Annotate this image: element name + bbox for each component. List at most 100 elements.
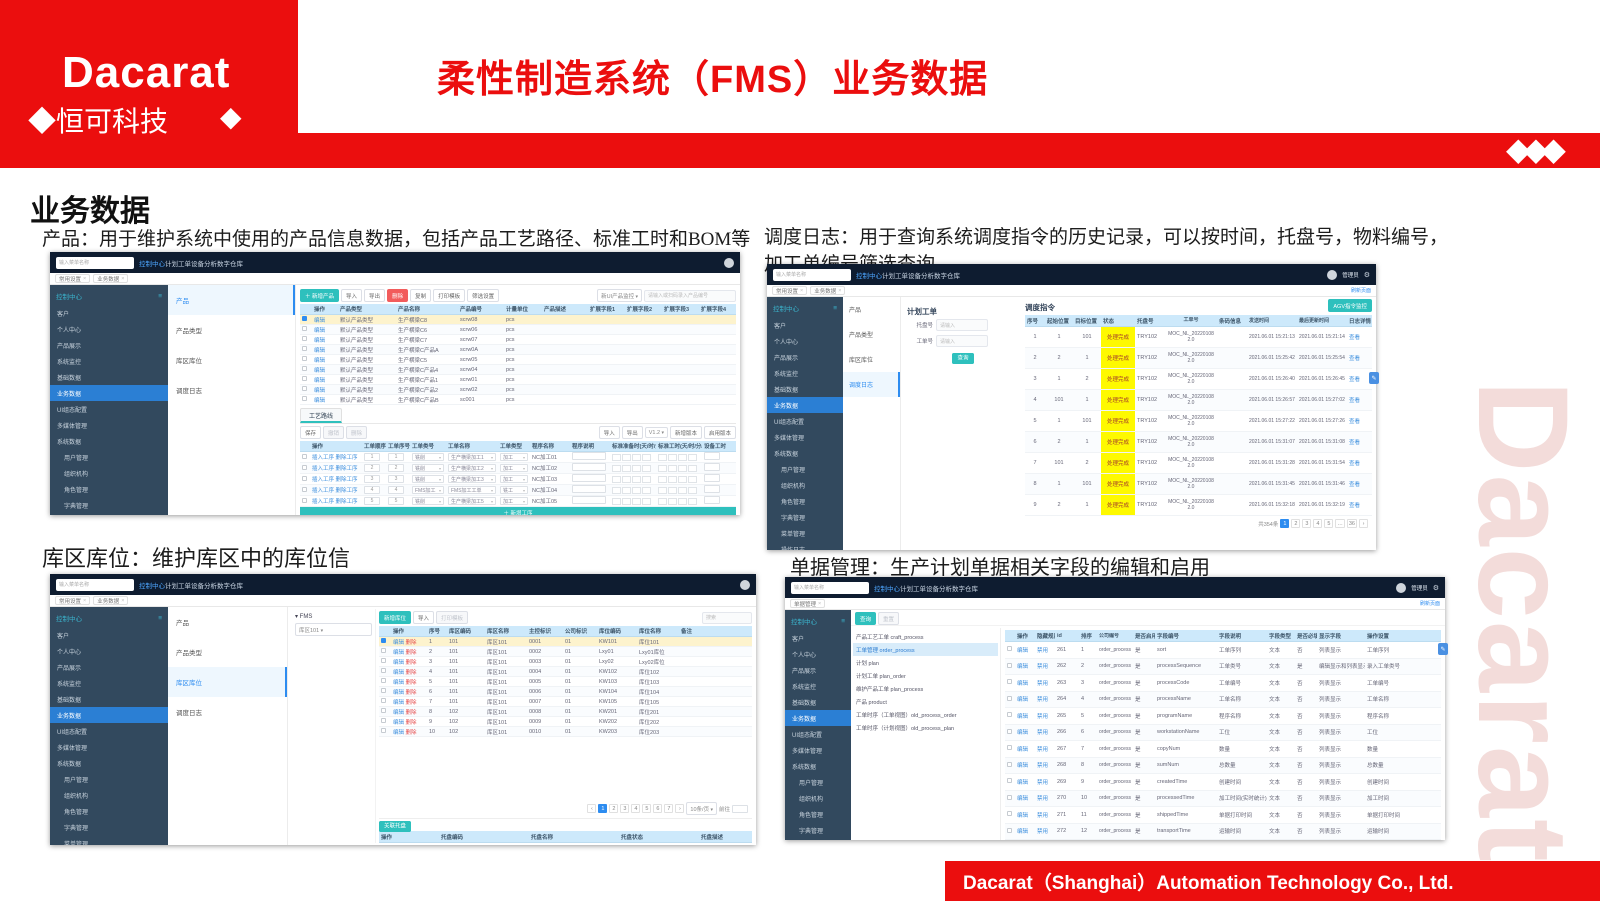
no-input[interactable]: 1 xyxy=(388,453,404,461)
sidebar-item[interactable]: 产品展示 xyxy=(57,665,82,672)
edit-link[interactable]: 编辑 xyxy=(393,709,405,716)
table-row[interactable]: 编辑 禁用 265 5 order_process 是 programName … xyxy=(1005,708,1441,725)
name-select[interactable]: 生产横梁加工5 xyxy=(448,497,496,505)
sidebar-subitem[interactable]: 角色管理 xyxy=(64,809,89,816)
row-checkbox[interactable] xyxy=(302,453,307,459)
sidebar-subitem[interactable]: 角色管理 xyxy=(799,812,824,819)
row-checkbox[interactable] xyxy=(302,497,307,503)
edit-link[interactable]: 编辑 xyxy=(393,699,405,706)
delete-button[interactable]: 删除 xyxy=(387,289,409,302)
breadcrumb-tab[interactable]: 常用设置 xyxy=(55,274,91,283)
delete-link[interactable]: 删除 xyxy=(405,719,417,726)
sidebar-subitem[interactable]: 用户管理 xyxy=(64,455,89,462)
topnav-item[interactable]: 计划工单 xyxy=(900,585,926,593)
column-header[interactable]: 产品描述 xyxy=(544,307,567,313)
table-row[interactable]: 编辑 删除 7 101 库区101 0007 01 KW105 库位105 xyxy=(379,697,752,707)
table-row[interactable]: 插入工序 删除工序 2 2 铣削 生产横梁加工2 加工 NC加工02 xyxy=(300,463,736,474)
table-row[interactable]: 9 2 1 处理完成 TRY102 MOC_NL_20220108 2.0 20… xyxy=(1025,495,1372,516)
topnav-item[interactable]: 数字仓库 xyxy=(934,272,960,280)
secondary-nav-item[interactable]: 产品类型 xyxy=(849,333,874,339)
column-header[interactable]: 计量单位 xyxy=(506,307,529,313)
sidebar-item[interactable]: 系统监控 xyxy=(57,681,82,688)
column-header[interactable]: 操作 xyxy=(312,444,324,450)
table-row[interactable]: 编辑 默认产品类型 生产横梁C产品B sc001 pcs xyxy=(300,395,736,405)
delete-step-link[interactable]: 删除工序 xyxy=(335,477,358,483)
gear-icon[interactable]: ⚙ xyxy=(1363,271,1370,279)
sidebar-subitem[interactable]: 角色管理 xyxy=(64,487,89,494)
sidebar-item[interactable]: 业务数据 xyxy=(50,385,168,401)
column-header[interactable]: 产品名称 xyxy=(398,307,421,313)
seq-input[interactable]: 3 xyxy=(364,475,380,483)
column-header[interactable]: 工单号 xyxy=(1183,317,1199,324)
disable-link[interactable]: 禁用 xyxy=(1037,713,1049,720)
close-icon[interactable] xyxy=(83,276,86,282)
row-checkbox[interactable] xyxy=(381,648,386,653)
add-step-bar[interactable]: ＋ 新增工序 xyxy=(300,507,736,515)
document-type-item[interactable]: 计划 plan xyxy=(856,660,879,667)
sidebar-item[interactable]: 基础数据 xyxy=(792,700,817,707)
breadcrumb-tab[interactable]: 业务数据 xyxy=(810,286,846,295)
secondary-nav-item[interactable]: 产品类型 xyxy=(176,328,202,335)
column-header[interactable]: 起始位置 xyxy=(1047,318,1070,325)
row-checkbox[interactable] xyxy=(381,728,386,733)
product-monitor-select[interactable]: 新UI产品监控 xyxy=(597,289,642,302)
column-header[interactable]: 字段编号 xyxy=(1157,633,1180,640)
table-row[interactable]: 编辑 删除 10 102 库区101 0010 01 KW203 库位203 xyxy=(379,727,752,737)
row-checkbox[interactable] xyxy=(1007,827,1012,833)
avatar[interactable] xyxy=(740,579,750,590)
page-button[interactable]: › xyxy=(675,804,685,813)
table-row[interactable]: 7 101 2 处理完成 TRY102 MOC_NL_20220108 2.0 … xyxy=(1025,453,1372,474)
table-row[interactable]: 编辑 删除 4 101 库区101 0004 01 KW102 库位102 xyxy=(379,667,752,677)
agv-monitor-button[interactable]: AGV指令监控 xyxy=(1328,299,1372,312)
column-header[interactable]: 最后更新时间 xyxy=(1299,318,1330,324)
column-header[interactable]: 程序名称 xyxy=(532,444,555,450)
column-header[interactable]: 扩展字段1 xyxy=(590,307,616,313)
insert-step-link[interactable]: 插入工序 xyxy=(312,466,335,472)
document-type-item[interactable]: 产品 product xyxy=(856,699,887,706)
sidebar-subitem[interactable]: 操作日志 xyxy=(767,541,843,551)
delete-link[interactable]: 删除 xyxy=(405,699,417,706)
edit-link[interactable]: 编辑 xyxy=(1017,763,1029,770)
menu-icon[interactable] xyxy=(841,618,845,625)
column-header[interactable]: 字段说明 xyxy=(1219,633,1242,640)
column-header[interactable]: 托盘号 xyxy=(1137,318,1154,325)
secondary-nav-item[interactable]: 产品类型 xyxy=(176,650,202,657)
edit-link[interactable]: 编辑 xyxy=(314,397,326,404)
disable-link[interactable]: 禁用 xyxy=(1037,796,1049,803)
row-checkbox[interactable] xyxy=(1007,695,1012,701)
breadcrumb-tab[interactable]: 单据管理 xyxy=(790,599,826,608)
class-select[interactable]: 铣削 xyxy=(412,497,444,505)
sidebar-item[interactable]: 系统数据 xyxy=(792,764,817,771)
device-time-input[interactable] xyxy=(704,452,720,460)
view-log-link[interactable]: 查看 xyxy=(1349,335,1361,341)
sidebar-subitem[interactable]: 字典管理 xyxy=(64,825,89,832)
enable-version-button[interactable]: 启用版本 xyxy=(703,426,736,439)
edit-link[interactable]: 编辑 xyxy=(314,327,326,334)
topnav-item[interactable]: 设备分析 xyxy=(191,260,217,268)
column-header[interactable]: 目标位置 xyxy=(1075,318,1098,325)
class-select[interactable]: 铣削 xyxy=(412,475,444,483)
disable-link[interactable]: 禁用 xyxy=(1037,746,1049,753)
sidebar-subitem[interactable]: 组织机构 xyxy=(781,483,806,490)
sidebar-item[interactable]: 系统监控 xyxy=(57,359,82,366)
device-time-input[interactable] xyxy=(704,496,720,504)
table-row[interactable]: 编辑 删除 5 101 库区101 0005 01 KW103 库位103 xyxy=(379,677,752,687)
table-row[interactable]: 8 1 101 处理完成 TRY102 MOC_NL_20220108 2.0 … xyxy=(1025,474,1372,495)
column-header[interactable]: 库位编码 xyxy=(599,629,622,635)
table-row[interactable]: 插入工序 删除工序 5 5 铣削 生产横梁加工5 加工 NC加工05 xyxy=(300,496,736,507)
desc-input[interactable] xyxy=(572,485,606,493)
table-row[interactable]: 1 1 101 处理完成 TRY102 MOC_NL_20220108 2.0 … xyxy=(1025,327,1372,348)
table-row[interactable]: 2 2 1 处理完成 TRY102 MOC_NL_20220108 2.0 20… xyxy=(1025,348,1372,369)
sidebar-item[interactable]: 个人中心 xyxy=(57,649,82,656)
global-search-input[interactable]: 输入菜单名称 xyxy=(56,256,134,269)
column-header[interactable]: 扩展字段3 xyxy=(664,307,690,313)
disable-link[interactable]: 禁用 xyxy=(1037,730,1049,737)
new-version-button[interactable]: 新增版本 xyxy=(669,426,702,439)
edit-link[interactable]: 编辑 xyxy=(393,729,405,736)
edit-link[interactable]: 编辑 xyxy=(1017,730,1029,737)
global-search-input[interactable]: 输入菜单名称 xyxy=(56,578,134,591)
delete-step-link[interactable]: 删除工序 xyxy=(335,499,358,505)
scan-input[interactable]: 请输入或扫码录入产品编号 xyxy=(644,289,736,302)
row-checkbox[interactable] xyxy=(1007,761,1012,767)
table-row[interactable]: 编辑 默认产品类型 生产横梁C产品1 scrw01 pcs xyxy=(300,375,736,385)
